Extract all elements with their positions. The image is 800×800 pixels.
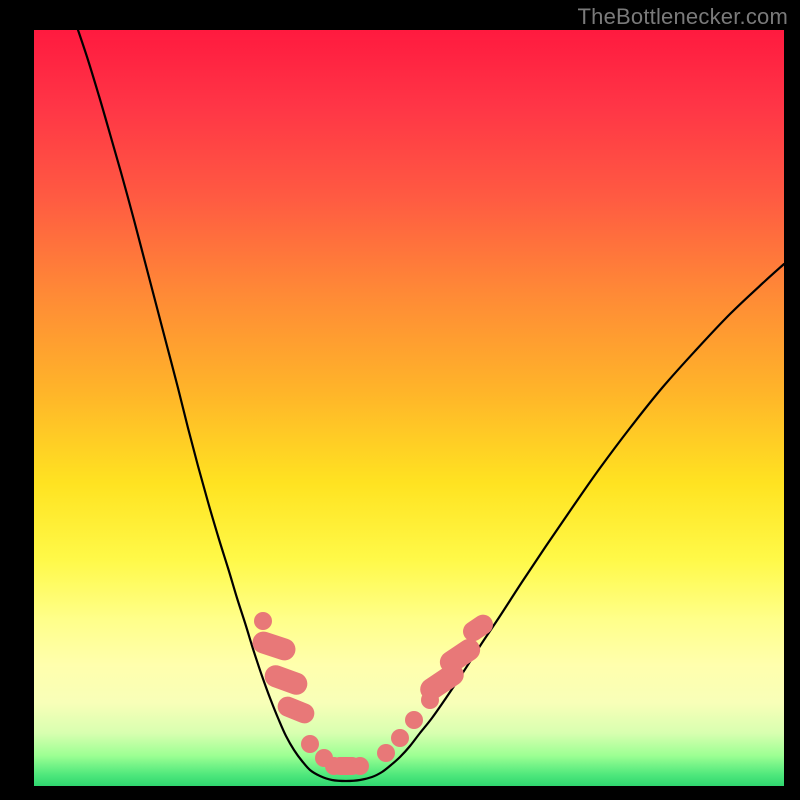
curve-marker-dot xyxy=(254,612,272,630)
curve-marker-dot xyxy=(391,729,409,747)
curve-marker-dot xyxy=(405,711,423,729)
watermark-label: TheBottlenecker.com xyxy=(578,4,788,30)
curve-marker-dot xyxy=(315,749,333,767)
curve-marker-dot xyxy=(421,691,439,709)
curve-overlay xyxy=(0,0,800,800)
border-left xyxy=(0,0,34,800)
curve-marker-pill xyxy=(275,694,318,727)
border-bottom xyxy=(0,786,800,800)
border-right xyxy=(784,0,800,800)
curve-marker-dot xyxy=(351,757,369,775)
curve-marker-dot xyxy=(301,735,319,753)
bottleneck-curve xyxy=(78,30,784,781)
chart-root: TheBottlenecker.com xyxy=(0,0,800,800)
curve-marker-dot xyxy=(377,744,395,762)
